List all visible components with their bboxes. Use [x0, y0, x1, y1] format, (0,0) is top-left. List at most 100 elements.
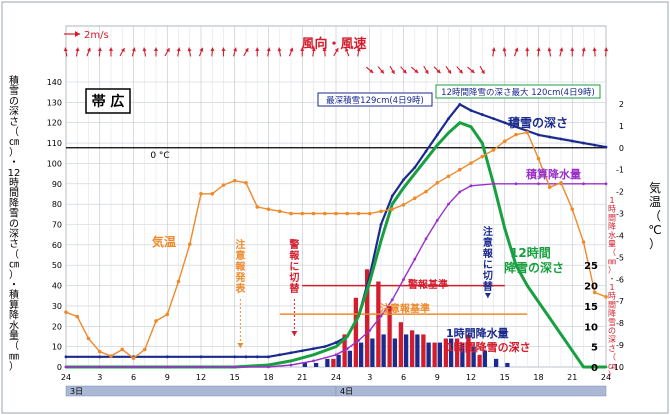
- series-point-2: [289, 363, 293, 367]
- wind-arrowhead: [570, 47, 575, 51]
- wind-arrowhead: [502, 47, 507, 52]
- series-point-0: [469, 109, 473, 112]
- day-label: 4日: [340, 387, 353, 396]
- y-tick-left: 20: [52, 322, 62, 331]
- series-point-0: [199, 355, 203, 359]
- advisory-issued-note: 意: [235, 249, 245, 262]
- series-point-2: [379, 314, 383, 318]
- left-axis-label-char: ㎜: [9, 351, 19, 362]
- wind-arrowhead: [525, 47, 530, 51]
- left-axis-label-char: 雪: [9, 208, 19, 220]
- series-point-1: [312, 353, 315, 357]
- max-snow12-box: [435, 84, 601, 99]
- inner-axis-label-char: 深: [608, 335, 616, 344]
- inner-axis-label-char: 1: [609, 196, 614, 205]
- series-point-0: [435, 133, 439, 137]
- x-tick-label: 9: [165, 373, 170, 382]
- left-axis-label-char: ㎝: [9, 260, 19, 271]
- series-point-0: [233, 355, 237, 359]
- series-point-3: [547, 185, 552, 190]
- series-point-2: [537, 182, 540, 186]
- bar-hourly-precip: [471, 346, 476, 367]
- series-point-1: [514, 263, 518, 267]
- zero-c-label: 0 °C: [150, 151, 169, 161]
- y-tick-left: 90: [52, 180, 62, 189]
- series-point-0: [244, 355, 248, 359]
- wind-arrowhead: [424, 69, 429, 74]
- left-axis-label-char: 時: [9, 177, 19, 189]
- series-point-3: [165, 312, 170, 317]
- series-point-3: [570, 207, 575, 211]
- series-point-3: [334, 211, 338, 216]
- series-point-0: [379, 223, 383, 226]
- series-point-2: [458, 190, 462, 194]
- y-tick-right: -1: [616, 166, 624, 175]
- series-point-0: [64, 355, 68, 359]
- bar-hourly-snow: [454, 338, 460, 367]
- y-tick-right: -8: [616, 319, 624, 328]
- bar-hourly-snow: [477, 354, 482, 367]
- series-point-1: [548, 316, 552, 320]
- series-point-3: [232, 178, 237, 183]
- inner-axis-label-char: ）: [608, 266, 616, 275]
- series-point-3: [480, 154, 485, 159]
- inner-axis-label-char: 雪: [608, 318, 616, 327]
- inner-axis-label-char: 量: [608, 240, 616, 249]
- series-point-3: [536, 156, 541, 161]
- series-point-3: [356, 211, 361, 216]
- y-tick-left: 100: [47, 159, 62, 168]
- left-axis-label-char: ）: [9, 269, 19, 281]
- wind-arrowhead: [210, 47, 215, 52]
- series-point-2: [447, 202, 450, 206]
- wind-arrowhead: [176, 47, 181, 52]
- axes: 0102030405060708090100110120130140-10-9-…: [47, 78, 624, 397]
- series-point-0: [278, 353, 282, 357]
- series-point-3: [109, 354, 113, 358]
- series-point-1: [289, 359, 293, 363]
- label-snow12-line2: 降雪の深さ: [504, 260, 564, 275]
- series-point-1: [559, 333, 563, 336]
- series-point-3: [469, 161, 473, 165]
- switch-advisory-note: に: [483, 259, 493, 271]
- x-tick-label: 15: [230, 373, 240, 382]
- wind-arrowhead: [481, 69, 485, 74]
- y-tick-left: 80: [52, 200, 62, 209]
- bar-hourly-precip: [449, 338, 454, 367]
- wind-arrowhead: [356, 47, 361, 52]
- wind-arrowhead: [322, 47, 327, 52]
- wind-arrowhead: [559, 47, 564, 52]
- wind-arrowhead: [121, 48, 125, 53]
- series-point-3: [457, 167, 462, 172]
- wind-arrowhead: [547, 47, 552, 52]
- series-point-3: [300, 211, 305, 216]
- label-temperature: 気温: [152, 234, 176, 249]
- x-tick-label: 15: [500, 373, 510, 382]
- wind-arrowhead: [380, 69, 384, 74]
- series-point-0: [570, 139, 574, 143]
- series-point-1: [435, 143, 439, 147]
- inner-axis-label-char: ㎝: [608, 361, 616, 370]
- wind-arrowhead: [436, 69, 441, 74]
- series-point-1: [593, 365, 597, 369]
- y-tick-left: 50: [52, 261, 62, 270]
- wind-arrowhead: [391, 69, 395, 74]
- series-point-0: [300, 349, 304, 353]
- wind-arrowhead: [458, 69, 463, 74]
- series-point-3: [97, 349, 102, 354]
- series-point-2: [357, 339, 360, 342]
- y-tick-right: 1: [619, 122, 624, 131]
- right-axis-label-char: ）: [649, 237, 661, 251]
- series-point-1: [413, 172, 417, 176]
- x-tick-label: 18: [533, 373, 543, 382]
- switch-advisory-note-arrowhead: [484, 293, 491, 298]
- series-point-1: [458, 121, 462, 125]
- switch-warning-note: 報: [289, 249, 300, 262]
- inner-axis-label-char: 時: [608, 292, 616, 301]
- y-tick-right: -3: [616, 210, 624, 219]
- bar-hourly-snow: [421, 334, 426, 367]
- wind-arrowhead: [63, 47, 68, 52]
- left-axis-label-char: 雪: [9, 85, 19, 97]
- wind-arrowhead: [142, 47, 147, 52]
- series-point-3: [401, 202, 406, 207]
